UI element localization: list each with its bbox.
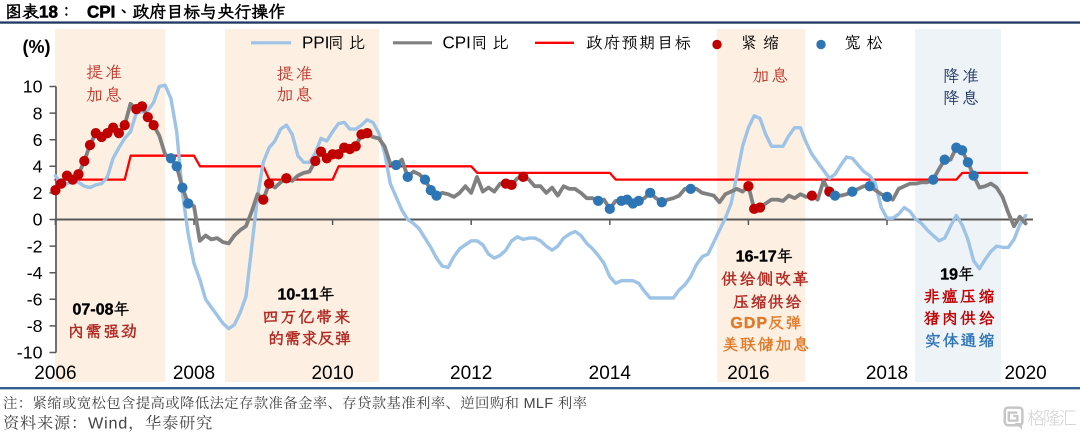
svg-text:-4: -4: [27, 263, 43, 283]
svg-text:2014: 2014: [589, 363, 632, 384]
svg-text:2018: 2018: [866, 363, 908, 384]
svg-text:2020: 2020: [1004, 363, 1046, 384]
svg-text:-6: -6: [27, 290, 43, 310]
svg-text:2010: 2010: [311, 363, 353, 384]
svg-text:4: 4: [33, 157, 43, 177]
svg-text:-10: -10: [17, 343, 43, 363]
svg-text:-2: -2: [27, 236, 43, 256]
svg-text:6: 6: [33, 130, 43, 150]
svg-text:2006: 2006: [34, 363, 76, 384]
svg-text:2012: 2012: [450, 363, 492, 384]
svg-text:-8: -8: [27, 316, 43, 336]
svg-text:2016: 2016: [727, 363, 769, 384]
svg-text:2008: 2008: [173, 363, 215, 384]
svg-text:(%): (%): [23, 37, 51, 57]
svg-text:8: 8: [33, 103, 43, 123]
svg-text:10: 10: [23, 77, 43, 97]
svg-text:2: 2: [33, 183, 43, 203]
svg-text:0: 0: [33, 210, 43, 230]
